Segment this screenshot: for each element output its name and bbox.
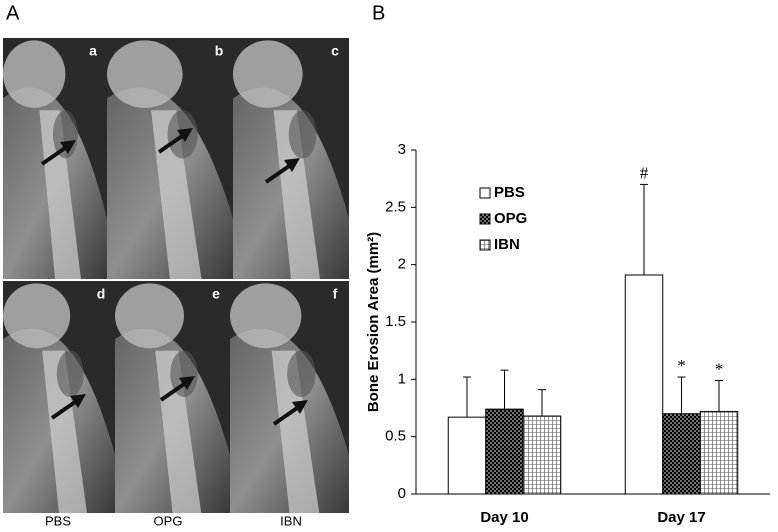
image-label: f — [333, 286, 338, 302]
image-label: d — [97, 286, 106, 302]
xray-image — [3, 38, 107, 280]
arrow — [159, 380, 189, 402]
legend-swatch — [479, 213, 491, 225]
image-label: a — [89, 43, 97, 59]
arrow — [50, 398, 80, 420]
arrow-head — [70, 394, 86, 408]
bar — [485, 408, 524, 495]
legend-label: OPG — [494, 210, 527, 227]
x-tick-label: Day 17 — [657, 509, 705, 526]
y-tick-label: 0.5 — [385, 428, 406, 445]
group-label: OPG — [154, 513, 183, 528]
xray-image — [232, 38, 349, 280]
bar — [699, 410, 739, 495]
arrow — [272, 404, 302, 426]
image-label: b — [215, 43, 224, 59]
panel-label: A — [6, 2, 20, 24]
image-label: c — [331, 43, 339, 59]
arrow-head — [284, 158, 300, 172]
bar — [447, 416, 487, 495]
y-tick-label: 0 — [398, 485, 406, 502]
arrow — [264, 162, 294, 184]
xray-image — [115, 281, 230, 513]
bar — [662, 413, 701, 495]
arrow-head — [292, 400, 308, 414]
group-label: IBN — [280, 513, 302, 528]
legend-label: IBN — [494, 236, 520, 253]
arrow-head — [60, 140, 76, 154]
xray-image — [3, 281, 115, 513]
y-tick-label: 3 — [398, 141, 406, 158]
image-label: e — [212, 286, 220, 302]
bar — [522, 415, 562, 495]
arrow — [40, 144, 70, 166]
y-tick-label: 2 — [398, 256, 406, 273]
arrow-head — [179, 376, 195, 390]
group-label: PBS — [45, 513, 71, 528]
legend-label: PBS — [494, 184, 525, 201]
y-tick-label: 2.5 — [385, 198, 406, 215]
panel-label: B — [372, 2, 385, 24]
legend-swatch — [479, 187, 491, 199]
y-axis-label: Bone Erosion Area (mm²) — [365, 232, 382, 412]
bar — [624, 274, 664, 495]
annotation: # — [640, 163, 649, 182]
y-tick-label: 1 — [398, 370, 406, 387]
arrow-head — [177, 128, 193, 142]
annotation: * — [677, 356, 686, 375]
annotation: * — [715, 359, 724, 378]
x-tick-label: Day 10 — [480, 509, 528, 526]
arrow — [157, 132, 187, 154]
xray-image — [107, 38, 233, 280]
legend-swatch — [479, 239, 491, 251]
y-tick-label: 1.5 — [385, 313, 406, 330]
xray-image — [230, 281, 349, 513]
